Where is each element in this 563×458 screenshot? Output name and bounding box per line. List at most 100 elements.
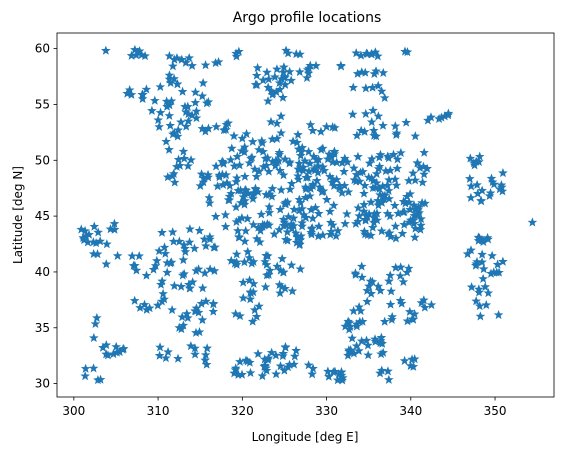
data-point: [384, 193, 394, 203]
data-point: [466, 181, 476, 191]
data-point: [332, 375, 343, 385]
data-point: [108, 349, 119, 359]
data-point: [312, 175, 322, 185]
data-point: [167, 304, 177, 315]
data-point: [527, 217, 538, 227]
data-point: [245, 367, 256, 378]
data-point: [420, 198, 430, 208]
data-point: [263, 96, 273, 106]
data-point: [339, 166, 349, 176]
data-point: [141, 270, 152, 280]
data-point: [419, 147, 429, 157]
data-point: [173, 353, 183, 363]
data-point: [280, 154, 290, 164]
data-point: [415, 224, 426, 234]
data-point: [370, 47, 381, 57]
data-point: [496, 180, 507, 190]
data-point: [245, 294, 256, 304]
data-point: [258, 161, 269, 172]
data-point: [202, 343, 212, 353]
data-point: [294, 158, 304, 168]
axes-frame: [56, 32, 555, 398]
y-tick-label: 55: [35, 97, 50, 111]
data-point: [286, 178, 297, 188]
data-point: [347, 109, 358, 119]
data-point: [250, 164, 260, 174]
data-point: [356, 125, 366, 135]
data-point: [420, 302, 430, 312]
data-point: [187, 277, 198, 287]
data-point: [276, 128, 286, 138]
data-point: [164, 51, 175, 61]
data-point: [169, 54, 180, 64]
data-point: [478, 263, 489, 274]
data-point: [472, 188, 483, 198]
data-point: [291, 237, 302, 247]
data-point: [333, 225, 343, 235]
data-point: [392, 163, 403, 173]
data-point: [327, 177, 338, 187]
data-point: [295, 150, 306, 160]
data-point: [255, 225, 266, 235]
data-point: [466, 245, 476, 255]
data-point: [419, 169, 429, 179]
data-point: [157, 227, 167, 237]
data-point: [90, 318, 101, 329]
data-point: [379, 316, 390, 326]
y-tick-label: 40: [35, 265, 50, 279]
data-point: [385, 270, 396, 280]
data-point: [198, 78, 208, 88]
data-point: [290, 351, 300, 361]
data-point: [238, 293, 249, 303]
data-point: [313, 208, 324, 218]
data-point: [395, 262, 406, 272]
data-point: [290, 228, 301, 238]
data-point: [164, 70, 175, 80]
data-point: [139, 299, 150, 309]
data-point: [262, 153, 273, 163]
data-point: [257, 135, 267, 146]
data-point: [358, 206, 369, 216]
data-point: [356, 261, 367, 271]
data-point: [241, 128, 252, 139]
data-point: [285, 184, 295, 194]
data-point: [367, 82, 378, 92]
data-point: [402, 47, 413, 57]
data-point: [112, 250, 123, 260]
data-point: [88, 248, 99, 259]
data-point: [190, 305, 200, 316]
data-point: [200, 355, 210, 365]
data-point: [272, 133, 282, 143]
data-point: [286, 75, 296, 85]
data-point: [239, 199, 250, 209]
data-point: [378, 120, 388, 130]
data-point: [264, 207, 275, 217]
data-point: [361, 83, 371, 93]
data-point: [375, 285, 386, 295]
data-point: [282, 227, 293, 237]
data-point: [272, 118, 282, 128]
data-point: [208, 306, 219, 316]
data-point: [312, 160, 323, 171]
data-point: [351, 176, 361, 186]
data-point: [169, 280, 180, 290]
data-point: [178, 320, 189, 330]
data-point: [224, 195, 235, 205]
data-point: [254, 301, 264, 311]
data-point: [466, 282, 477, 292]
data-point: [204, 198, 215, 208]
data-point: [385, 165, 396, 175]
data-point: [203, 172, 213, 182]
data-point: [416, 297, 427, 307]
data-point: [259, 354, 270, 364]
data-point: [184, 279, 194, 289]
data-point: [148, 264, 159, 274]
y-tick-label: 60: [35, 42, 50, 56]
data-point: [498, 168, 508, 178]
data-point: [229, 131, 239, 141]
data-point: [405, 360, 416, 370]
data-point: [356, 67, 367, 77]
data-point: [382, 180, 393, 190]
data-point: [407, 354, 417, 364]
data-point: [244, 275, 255, 285]
